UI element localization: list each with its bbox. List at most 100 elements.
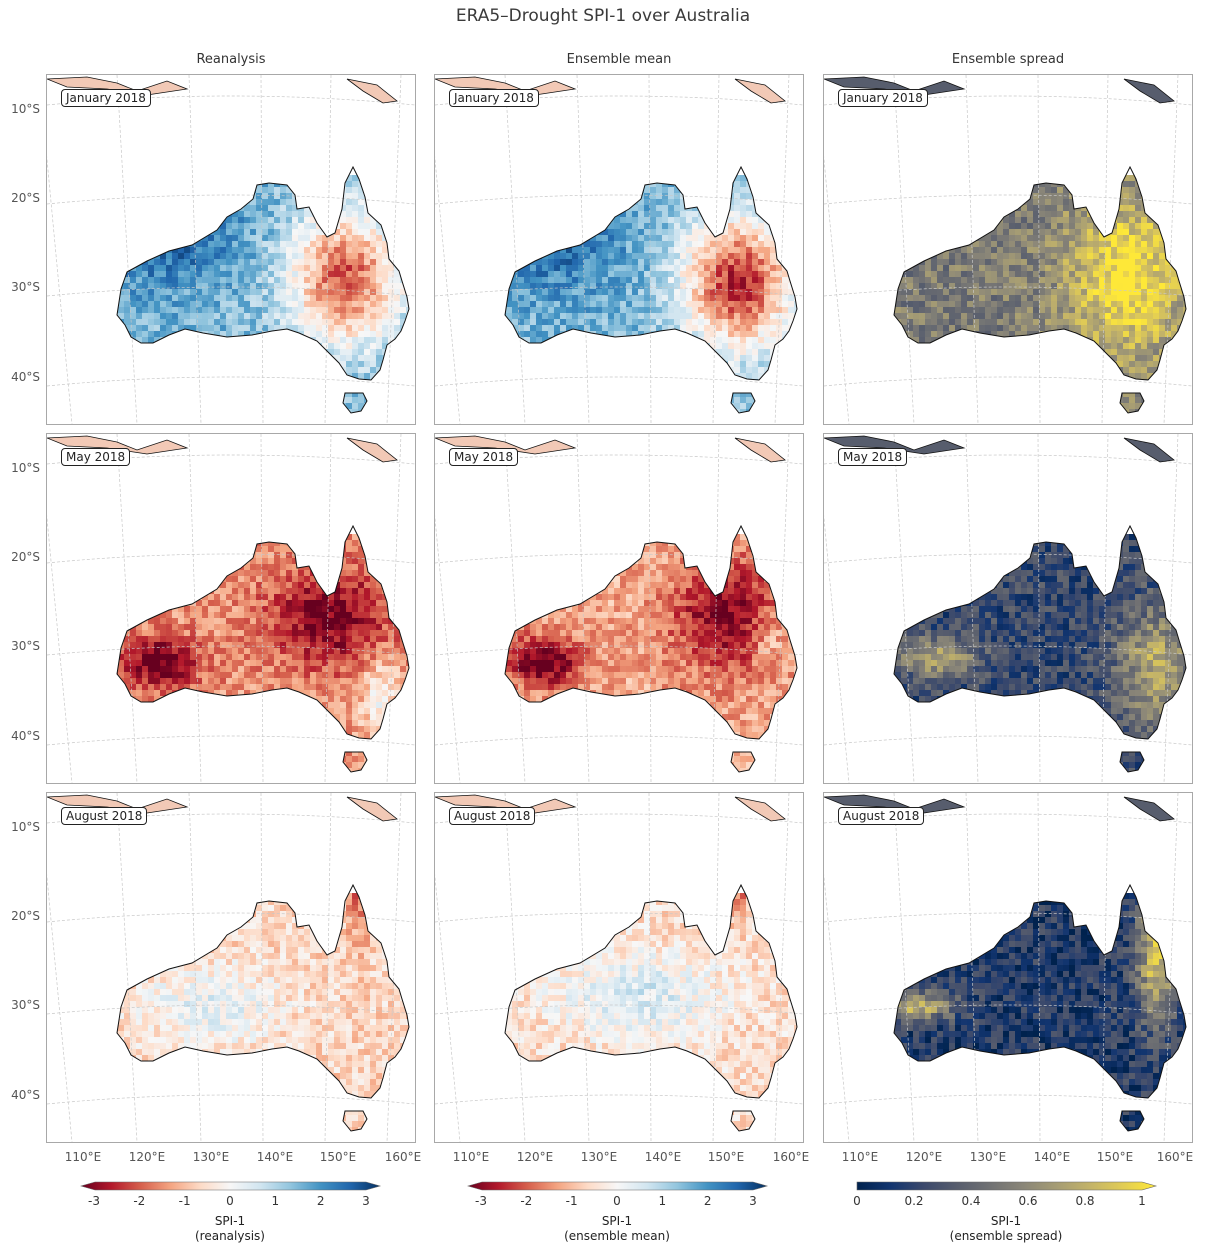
lat-tick-label: 10°S bbox=[11, 102, 40, 116]
period-label: August 2018 bbox=[449, 807, 536, 825]
heatmap-cells bbox=[117, 534, 409, 772]
colorbar-tick-label: -1 bbox=[178, 1194, 191, 1208]
colorbar-tick-label: 1 bbox=[271, 1194, 280, 1208]
column-title-ensemble-spread: Ensemble spread bbox=[951, 52, 1065, 67]
colorbar-tick-label: 0 bbox=[226, 1194, 234, 1208]
colorbar-tick-label: 0.4 bbox=[961, 1194, 981, 1208]
colorbar-tick-label: -1 bbox=[565, 1194, 578, 1208]
lat-tick-label: 40°S bbox=[11, 370, 40, 384]
coastline bbox=[504, 524, 798, 773]
coastline bbox=[116, 524, 410, 773]
lon-tick-label: 130°E bbox=[969, 1150, 1007, 1164]
colorbar-tick-label: 2 bbox=[316, 1194, 325, 1208]
lon-tick-label: 150°E bbox=[707, 1150, 745, 1164]
map-svg bbox=[47, 434, 415, 783]
coastline bbox=[116, 883, 410, 1132]
period-label: May 2018 bbox=[838, 448, 908, 466]
map-svg bbox=[435, 434, 803, 783]
lon-tick-label: 160°E bbox=[1156, 1150, 1194, 1164]
map-svg bbox=[47, 793, 415, 1142]
colorbar-label: SPI-1 (ensemble spread) bbox=[949, 1214, 1063, 1243]
colorbar-label: SPI-1 (ensemble mean) bbox=[564, 1214, 670, 1243]
coastline bbox=[504, 883, 798, 1132]
lat-tick-label: 40°S bbox=[11, 729, 40, 743]
colorbar-tick-label: 2 bbox=[703, 1194, 712, 1208]
colorbar-tick-label: 3 bbox=[362, 1194, 370, 1208]
map-panel-ensemble-spread-1: January 2018 bbox=[823, 74, 1193, 425]
colorbar-3: 0 0.2 0.4 0.6 0.8 1 SPI-1 (ensemble spread) bbox=[853, 1180, 1158, 1243]
map-panel-reanalysis-3: August 2018 bbox=[46, 792, 416, 1143]
lon-tick-label: 110°E bbox=[841, 1150, 879, 1164]
lon-tick-label: 130°E bbox=[580, 1150, 618, 1164]
map-svg bbox=[47, 75, 415, 424]
colorbar-gradient bbox=[466, 1181, 769, 1191]
colorbar-tick-label: 1 bbox=[658, 1194, 667, 1208]
lon-tick-label: 120°E bbox=[128, 1150, 166, 1164]
colorbar-1: -3 -2 -1 0 1 2 3 SPI-1 (reanalysis) bbox=[79, 1180, 382, 1243]
lat-tick-label: 30°S bbox=[11, 280, 40, 294]
heatmap-cells bbox=[117, 175, 409, 413]
colorbar-tick-label: 3 bbox=[749, 1194, 757, 1208]
heatmap-cells bbox=[894, 534, 1186, 772]
lon-tick-label: 120°E bbox=[905, 1150, 943, 1164]
lon-tick-label: 110°E bbox=[64, 1150, 102, 1164]
colorbar-tick-label: 0 bbox=[853, 1194, 861, 1208]
lat-tick-label: 40°S bbox=[11, 1088, 40, 1102]
coastline bbox=[504, 165, 798, 414]
column-title-ensemble-mean: Ensemble mean bbox=[566, 52, 672, 67]
map-svg bbox=[824, 434, 1192, 783]
heatmap-cells bbox=[505, 893, 797, 1131]
lat-tick-label: 10°S bbox=[11, 820, 40, 834]
colorbar-gradient bbox=[856, 1181, 1158, 1191]
map-svg bbox=[435, 75, 803, 424]
colorbar-gradient bbox=[79, 1181, 382, 1191]
lat-tick-label: 10°S bbox=[11, 461, 40, 475]
lon-tick-label: 160°E bbox=[384, 1150, 422, 1164]
heatmap-cells bbox=[505, 534, 797, 772]
figure-title: ERA5–Drought SPI-1 over Australia bbox=[455, 6, 751, 26]
colorbar-tick-label: 1 bbox=[1138, 1194, 1146, 1208]
lon-tick-label: 160°E bbox=[772, 1150, 810, 1164]
lat-tick-label: 30°S bbox=[11, 639, 40, 653]
colorbar-label: SPI-1 (reanalysis) bbox=[194, 1214, 265, 1243]
coastline bbox=[893, 165, 1187, 414]
colorbar-tick-label: 0.8 bbox=[1075, 1194, 1095, 1208]
map-panel-ensemble-spread-3: August 2018 bbox=[823, 792, 1193, 1143]
lon-tick-label: 120°E bbox=[516, 1150, 554, 1164]
period-label: August 2018 bbox=[61, 807, 148, 825]
map-svg bbox=[824, 75, 1192, 424]
colorbar-tick-label: 0.2 bbox=[904, 1194, 924, 1208]
colorbar-tick-label: -3 bbox=[475, 1194, 487, 1208]
heatmap-cells bbox=[894, 175, 1186, 413]
colorbar-tick-label: -2 bbox=[520, 1194, 533, 1208]
map-panel-reanalysis-2: May 2018 bbox=[46, 433, 416, 784]
period-label: January 2018 bbox=[61, 89, 151, 107]
coastline bbox=[893, 524, 1187, 773]
colorbar-tick-label: -2 bbox=[133, 1194, 146, 1208]
lat-tick-label: 20°S bbox=[11, 550, 40, 564]
lat-tick-label: 20°S bbox=[11, 191, 40, 205]
heatmap-cells bbox=[117, 893, 409, 1131]
colorbar-2: -3 -2 -1 0 1 2 3 SPI-1 (ensemble mean) bbox=[466, 1180, 769, 1243]
map-panel-ensemble-mean-1: January 2018 bbox=[434, 74, 804, 425]
lat-tick-label: 20°S bbox=[11, 909, 40, 923]
lon-tick-label: 130°E bbox=[192, 1150, 230, 1164]
map-panel-reanalysis-1: January 2018 bbox=[46, 74, 416, 425]
column-title-reanalysis: Reanalysis bbox=[196, 52, 266, 67]
period-label: May 2018 bbox=[61, 448, 131, 466]
heatmap-cells bbox=[505, 175, 797, 413]
lon-tick-label: 110°E bbox=[452, 1150, 490, 1164]
colorbar-tick-label: 0.6 bbox=[1018, 1194, 1038, 1208]
lon-tick-label: 150°E bbox=[1096, 1150, 1134, 1164]
lon-tick-label: 140°E bbox=[1033, 1150, 1071, 1164]
map-panel-ensemble-mean-3: August 2018 bbox=[434, 792, 804, 1143]
coastline bbox=[116, 165, 410, 414]
map-svg bbox=[435, 793, 803, 1142]
map-panel-ensemble-mean-2: May 2018 bbox=[434, 433, 804, 784]
heatmap-cells bbox=[894, 893, 1186, 1131]
lon-tick-label: 140°E bbox=[644, 1150, 682, 1164]
coastline bbox=[893, 883, 1187, 1132]
colorbar-tick-label: -3 bbox=[88, 1194, 100, 1208]
map-panel-ensemble-spread-2: May 2018 bbox=[823, 433, 1193, 784]
period-label: January 2018 bbox=[838, 89, 928, 107]
